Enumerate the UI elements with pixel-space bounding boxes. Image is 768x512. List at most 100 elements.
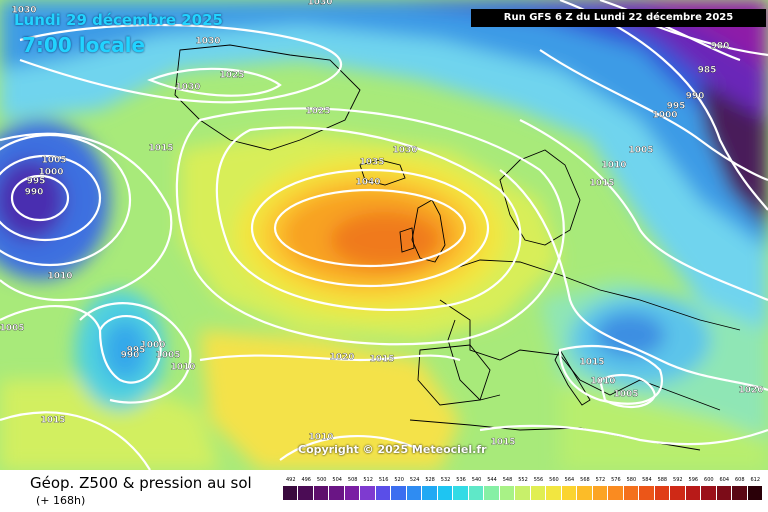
- isobars: [0, 0, 768, 470]
- isobar-label: 1040: [355, 178, 380, 188]
- color-scale: 492 496 500 504 508 512 516 520 524 528 532 536 540 5…: [283, 477, 765, 509]
- isobar-label: 1030: [195, 37, 220, 47]
- scale-tick-label: 524: [409, 477, 420, 483]
- scale-tick-label: 536: [456, 477, 466, 483]
- scale-swatch: [453, 486, 469, 500]
- scale-tick-label: 568: [580, 477, 590, 483]
- legend-subtitle: (+ 168h): [36, 494, 86, 507]
- isobar-label: 1030: [307, 0, 332, 8]
- scale-tick-label: 552: [518, 477, 528, 483]
- scale-tick-label: 556: [533, 477, 544, 483]
- copyright-notice: Copyright © 2025 Meteociel.fr: [298, 443, 487, 456]
- isobar-label: 1000: [652, 111, 677, 121]
- isobar-label: 995: [667, 102, 686, 112]
- color-scale-swatches: [283, 486, 764, 500]
- scale-swatch: [283, 486, 299, 500]
- scale-tick-label: 540: [471, 477, 482, 483]
- scale-tick-label: 500: [316, 477, 327, 483]
- scale-tick-label: 596: [688, 477, 699, 483]
- isobar-label: 1015: [589, 179, 614, 189]
- isobar-label: 990: [25, 188, 44, 198]
- isobar-label: 1030: [11, 6, 36, 16]
- scale-swatch: [577, 486, 593, 500]
- isobar-label: 985: [698, 66, 717, 76]
- scale-swatch: [484, 486, 500, 500]
- scale-tick-label: 604: [719, 477, 730, 483]
- scale-swatch: [639, 486, 655, 500]
- scale-tick-label: 528: [425, 477, 435, 483]
- scale-swatch: [298, 486, 314, 500]
- isobar-label: 1005: [0, 324, 25, 334]
- scale-tick-label: 496: [301, 477, 311, 483]
- isobar-label: 1015: [40, 416, 65, 426]
- scale-tick-label: 512: [363, 477, 373, 483]
- isobar-label: 1020: [738, 386, 763, 396]
- scale-tick-label: 544: [487, 477, 497, 483]
- forecast-local-time: 7:00 locale: [22, 33, 146, 57]
- scale-tick-label: 492: [285, 477, 296, 483]
- scale-tick-label: 520: [394, 477, 404, 483]
- scale-swatch: [592, 486, 609, 500]
- scale-tick-label: 548: [502, 477, 513, 483]
- scale-swatch: [344, 486, 361, 500]
- weather-map: 1030 1030 1030 1025 1030 1025 1015 1030 1035 1040…: [0, 0, 768, 470]
- scale-swatch: [437, 486, 454, 500]
- scale-swatch: [546, 486, 562, 500]
- scale-tick-label: 612: [750, 477, 761, 483]
- scale-tick-label: 588: [657, 477, 668, 483]
- isobar-label: 1020: [329, 353, 354, 363]
- isobar-label: 1015: [369, 355, 394, 365]
- isobar-label: 995: [27, 177, 46, 187]
- scale-swatch: [670, 486, 686, 500]
- isobar-label: 1035: [359, 158, 384, 168]
- isobar-label: 1010: [170, 363, 195, 373]
- isobar-label: 1005: [41, 156, 66, 166]
- isobar-label: 1005: [628, 146, 653, 156]
- legend-title: Géop. Z500 & pression au sol: [30, 474, 252, 492]
- scale-tick-label: 564: [564, 477, 575, 483]
- scale-swatch: [701, 486, 717, 500]
- scale-tick-label: 516: [378, 477, 389, 483]
- run-info-banner: Run GFS 6 Z du Lundi 22 décembre 2025: [471, 9, 766, 27]
- isobar-label: 1010: [47, 272, 72, 282]
- isobar-label: 1000: [140, 341, 165, 351]
- scale-swatch: [716, 486, 733, 500]
- legend-footer: Géop. Z500 & pression au sol (+ 168h) 49…: [0, 470, 768, 512]
- isobar-labels: 1030 1030 1030 1025 1030 1025 1015 1030 1035 1040…: [0, 0, 764, 448]
- isobar-label: 980: [711, 42, 730, 52]
- scale-tick-label: 508: [347, 477, 358, 483]
- scale-swatch: [391, 486, 407, 500]
- isobar-label: 1005: [613, 390, 638, 400]
- scale-swatch: [313, 486, 330, 500]
- isobar-label: 1025: [305, 107, 330, 117]
- scale-swatch: [623, 486, 640, 500]
- isobar-label: 1000: [38, 168, 63, 178]
- scale-tick-label: 600: [704, 477, 714, 483]
- isobar-label: 1015: [490, 438, 515, 448]
- isobar-label: 1015: [579, 358, 604, 368]
- scale-tick-label: 560: [549, 477, 559, 483]
- scale-swatch: [360, 486, 376, 500]
- scale-swatch: [608, 486, 624, 500]
- scale-tick-label: 584: [642, 477, 652, 483]
- isobar-label: 1010: [601, 161, 626, 171]
- scale-swatch: [468, 486, 485, 500]
- scale-swatch: [406, 486, 423, 500]
- scale-swatch: [329, 486, 345, 500]
- scale-swatch: [654, 486, 671, 500]
- scale-swatch: [515, 486, 531, 500]
- scale-swatch: [732, 486, 748, 500]
- scale-tick-label: 576: [611, 477, 621, 483]
- scale-tick-label: 608: [734, 477, 745, 483]
- isobar-label: 1010: [590, 377, 615, 387]
- forecast-date: Lundi 29 décembre 2025: [14, 11, 223, 29]
- scale-swatch: [422, 486, 438, 500]
- scale-tick-label: 592: [673, 477, 683, 483]
- scale-swatch: [685, 486, 702, 500]
- scale-swatch: [375, 486, 392, 500]
- scale-tick-label: 504: [332, 477, 342, 483]
- scale-tick-label: 572: [595, 477, 606, 483]
- isobar-label: 1010: [308, 433, 333, 443]
- scale-tick-label: 580: [626, 477, 637, 483]
